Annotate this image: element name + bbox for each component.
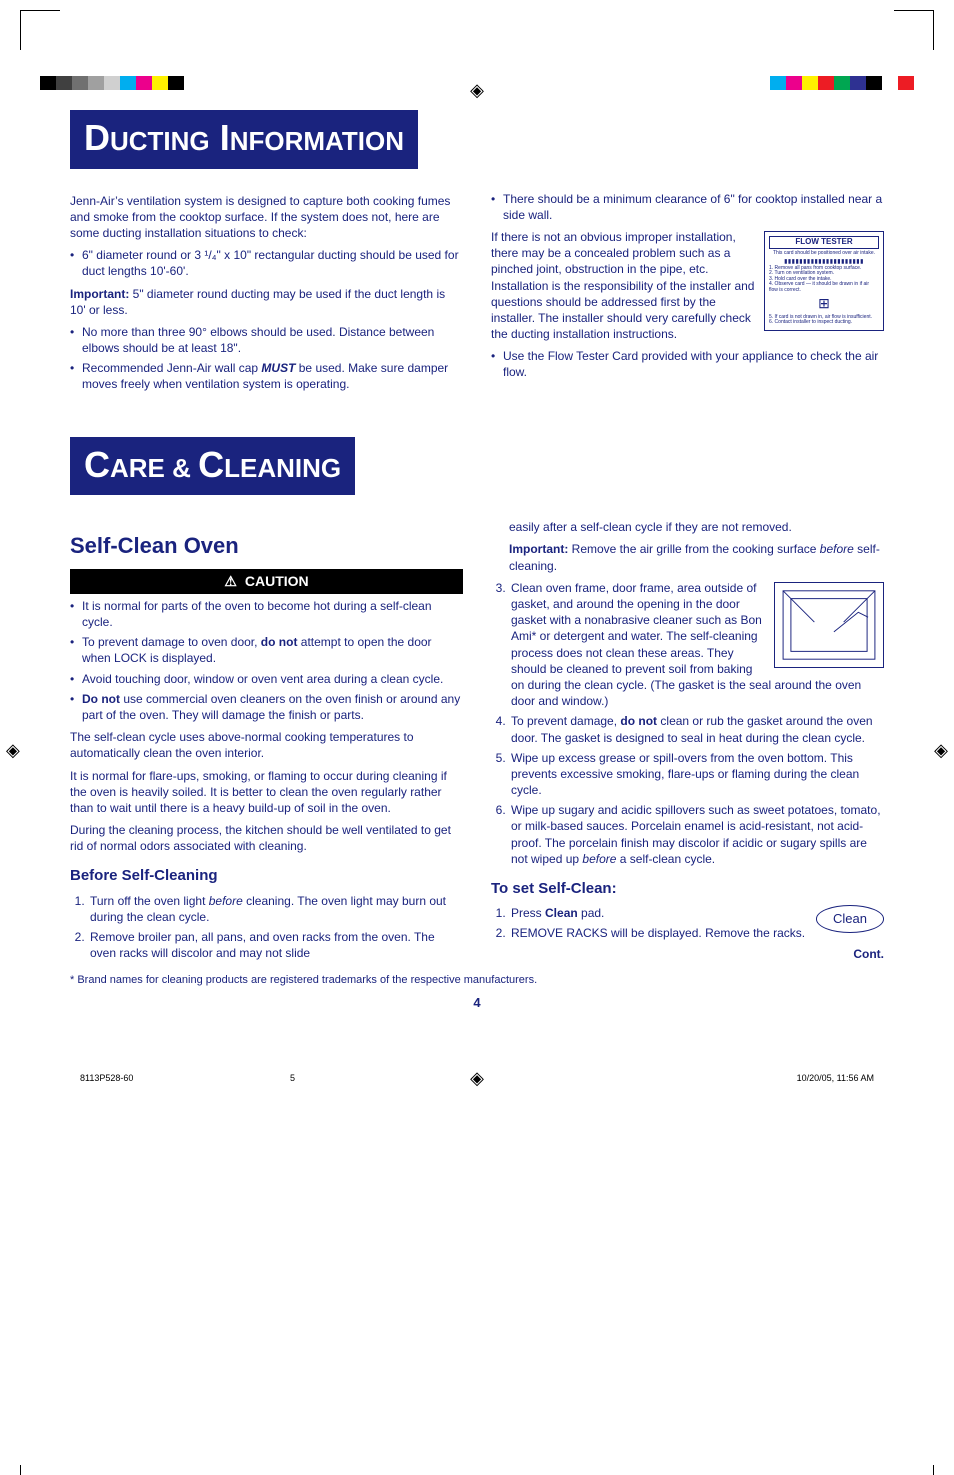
footer-mid: 5 [290, 1072, 295, 1084]
ducting-bullet: No more than three 90° elbows should be … [70, 324, 463, 356]
print-footer: 8113P528-60 5 ◈ 10/20/05, 11:56 AM [70, 1072, 884, 1084]
registration-mark-top: ◈ [470, 78, 484, 102]
color-swatch [104, 76, 120, 90]
color-swatch [120, 76, 136, 90]
color-swatch [40, 76, 56, 90]
color-swatch [866, 76, 882, 90]
flow-tester-line: 6. Contact installer to inspect ducting. [769, 320, 879, 326]
color-swatch [834, 76, 850, 90]
color-swatch [168, 76, 184, 90]
caution-label: CAUTION [245, 572, 309, 591]
step-4: To prevent damage, do not clean or rub t… [509, 713, 884, 745]
before-item: Turn off the oven light before cleaning.… [88, 893, 463, 925]
right-steps: Clean oven frame, door frame, area outsi… [491, 580, 884, 867]
step-6: Wipe up sugary and acidic spillovers suc… [509, 802, 884, 867]
care-heading: CARE & CLEANING [84, 441, 341, 490]
cont-label: Cont. [491, 946, 884, 962]
ducting-bullet: Use the Flow Tester Card provided with y… [491, 348, 884, 380]
color-swatch [72, 76, 88, 90]
color-swatch [882, 76, 898, 90]
page-number: 4 [70, 994, 884, 1012]
caution-list: It is normal for parts of the oven to be… [70, 598, 463, 723]
footer-right: 10/20/05, 11:56 AM [797, 1072, 874, 1084]
step-5: Wipe up excess grease or spill-overs fro… [509, 750, 884, 799]
color-swatch [786, 76, 802, 90]
color-swatch [136, 76, 152, 90]
self-clean-p3: During the cleaning process, the kitchen… [70, 822, 463, 854]
footnote: * Brand names for cleaning products are … [70, 973, 884, 988]
care-banner: CARE & CLEANING [70, 437, 355, 496]
color-swatch [152, 76, 168, 90]
caution-item: Do not use commercial oven cleaners on t… [70, 691, 463, 723]
color-swatches-right [770, 76, 914, 90]
color-swatch [898, 76, 914, 90]
ducting-important: Important: 5" diameter round ducting may… [70, 286, 463, 318]
right-important: Important: Remove the air grille from th… [509, 541, 884, 573]
ducting-intro: Jenn-Air’s ventilation system is designe… [70, 193, 463, 242]
ducting-right-col: There should be a minimum clearance of 6… [491, 187, 884, 397]
ducting-bullet: There should be a minimum clearance of 6… [491, 191, 884, 223]
flow-tester-title: FLOW TESTER [769, 236, 879, 249]
color-swatch [770, 76, 786, 90]
cont-top: easily after a self-clean cycle if they … [509, 519, 884, 535]
care-columns: Self-Clean Oven ⚠ CAUTION It is normal f… [70, 513, 884, 965]
step-3: Clean oven frame, door frame, area outsi… [509, 580, 884, 710]
warning-icon: ⚠ [224, 572, 237, 591]
ducting-bullet: Recommended Jenn-Air wall cap MUST be us… [70, 360, 463, 392]
flow-tester-card: FLOW TESTER This card should be position… [764, 231, 884, 331]
color-swatch [88, 76, 104, 90]
flow-tester-line: 4. Observe card — it should be drawn in … [769, 282, 879, 293]
flow-tester-sub: This card should be positioned over air … [769, 251, 879, 257]
color-swatch [56, 76, 72, 90]
registration-mark-bottom: ◈ [470, 1066, 484, 1090]
registration-mark-left: ◈ [6, 738, 20, 762]
self-clean-p2: It is normal for flare-ups, smoking, or … [70, 768, 463, 817]
color-swatches-left [40, 76, 184, 90]
color-swatch [850, 76, 866, 90]
ducting-heading: DUCTING INFORMATION [84, 114, 404, 163]
ducting-columns: Jenn-Air’s ventilation system is designe… [70, 187, 884, 397]
before-item: Remove broiler pan, all pans, and oven r… [88, 929, 463, 961]
self-clean-title: Self-Clean Oven [70, 531, 463, 561]
before-list: Turn off the oven light before cleaning.… [70, 893, 463, 962]
clean-pad-icon: Clean [816, 905, 884, 933]
before-title: Before Self-Cleaning [70, 866, 463, 886]
registration-mark-right: ◈ [934, 738, 948, 762]
care-right-col: easily after a self-clean cycle if they … [491, 513, 884, 965]
flow-tester-icon: ⊞ [769, 296, 879, 311]
self-clean-p1: The self-clean cycle uses above-normal c… [70, 729, 463, 761]
color-swatch [802, 76, 818, 90]
caution-item: To prevent damage to oven door, do not a… [70, 634, 463, 666]
ducting-left-col: Jenn-Air’s ventilation system is designe… [70, 187, 463, 397]
ducting-bullet: 6" diameter round or 3 ¹/₄" x 10" rectan… [70, 247, 463, 279]
to-set-title: To set Self-Clean: [491, 879, 884, 899]
caution-item: Avoid touching door, window or oven vent… [70, 671, 463, 687]
caution-item: It is normal for parts of the oven to be… [70, 598, 463, 630]
ducting-banner: DUCTING INFORMATION [70, 110, 418, 169]
oven-door-illustration [774, 582, 884, 668]
footer-left: 8113P528-60 [80, 1072, 133, 1084]
caution-bar: ⚠ CAUTION [70, 569, 463, 594]
color-swatch [818, 76, 834, 90]
care-left-col: Self-Clean Oven ⚠ CAUTION It is normal f… [70, 513, 463, 965]
